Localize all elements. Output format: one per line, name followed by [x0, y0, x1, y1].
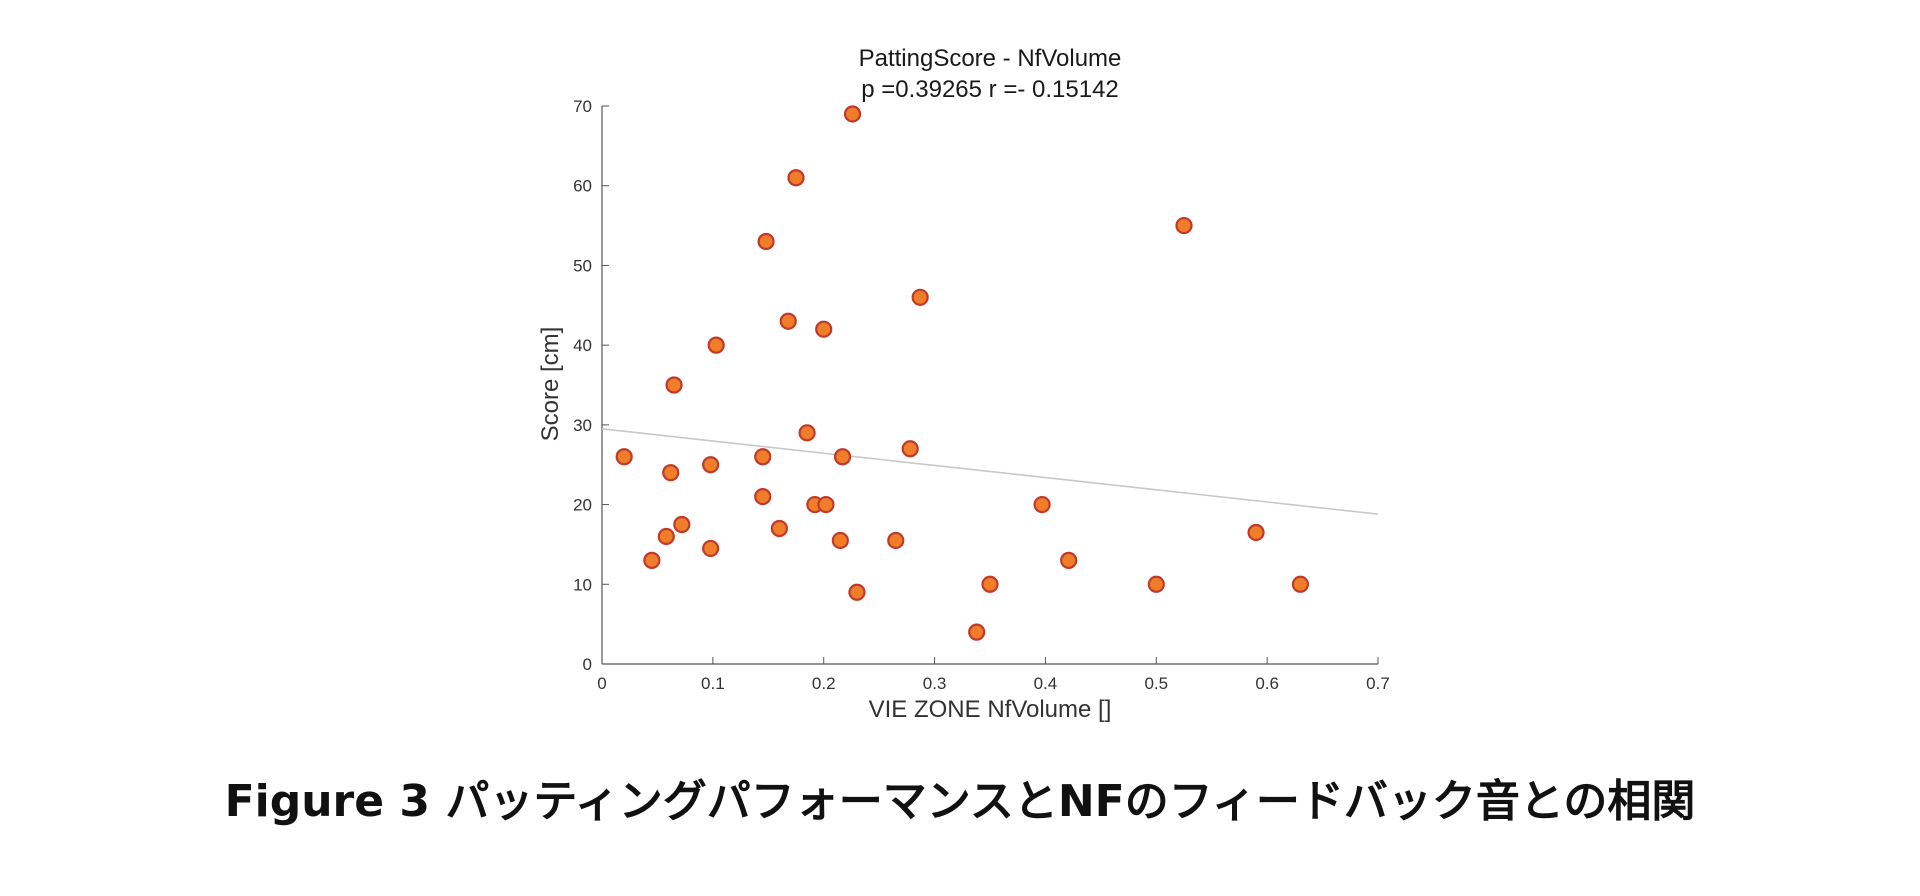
chart-title: PattingScore - NfVolume: [859, 45, 1122, 72]
scatter-point: [848, 583, 866, 601]
scatter-point: [815, 320, 833, 338]
axes: 0 10 20 30 40 50 60 70 0 0.1 0.2 0.3 0.4 0.5 0.6 0.7: [573, 97, 1390, 693]
y-tick-label: 40: [573, 336, 592, 355]
scatter-point: [657, 527, 675, 546]
scatter-point: [779, 312, 797, 330]
scatter-point: [702, 456, 720, 474]
x-tick-label: 0.4: [1034, 674, 1058, 693]
x-tick-label: 0.2: [812, 674, 836, 693]
scatter-point: [831, 531, 849, 550]
scatter-point: [1291, 575, 1310, 593]
y-tick-label: 10: [573, 575, 592, 594]
x-tick-label: 0.5: [1144, 674, 1168, 693]
y-tick-label: 70: [573, 97, 592, 116]
y-tick-label: 20: [573, 496, 592, 515]
y-tick-label: 30: [573, 416, 592, 435]
scatter-point: [770, 519, 788, 538]
x-tick-label: 0.3: [923, 674, 947, 693]
figure-caption: Figure 3 パッティングパフォーマンスとNFのフィードバック音との相関: [224, 776, 1696, 827]
scatter-point: [662, 464, 680, 482]
scatter-point: [1147, 575, 1165, 593]
x-tick-label: 0.6: [1255, 674, 1279, 693]
scatter-point: [673, 515, 691, 534]
scatter-point: [887, 531, 905, 550]
data-points: [615, 105, 1310, 641]
scatter-point: [707, 336, 725, 354]
y-tick-label: 50: [573, 256, 592, 275]
trendline-group: [601, 428, 1379, 515]
scatter-point: [643, 551, 661, 569]
scatter-point: [1247, 523, 1265, 542]
x-tick-label: 0.7: [1366, 674, 1390, 693]
scatter-point: [1175, 216, 1193, 235]
scatter-point: [843, 105, 862, 123]
scatter-point: [1033, 495, 1051, 514]
x-tick-label: 0: [597, 674, 606, 693]
scatter-point: [757, 232, 775, 251]
scatter-point: [981, 575, 999, 593]
y-axis-label: Score [cm]: [537, 327, 564, 442]
x-axis-label: VIE ZONE NfVolume []: [869, 696, 1112, 723]
scatter-point: [665, 376, 683, 394]
scatter-point: [833, 448, 852, 466]
y-tick-label: 0: [583, 655, 592, 674]
scatter-point: [615, 448, 633, 466]
scatter-chart: PattingScore - NfVolume p =0.39265 r =- …: [537, 45, 1390, 723]
scatter-point: [901, 440, 919, 458]
scatter-point: [1060, 551, 1078, 569]
scatter-point: [754, 488, 772, 506]
scatter-point: [754, 448, 772, 466]
scatter-point: [702, 539, 720, 558]
chart-subtitle: p =0.39265 r =- 0.15142: [861, 76, 1119, 103]
y-tick-label: 60: [573, 177, 592, 196]
x-tick-label: 0.1: [701, 674, 725, 693]
trendline: [601, 428, 1379, 515]
scatter-point: [911, 288, 929, 306]
scatter-point: [968, 623, 986, 641]
scatter-point: [798, 424, 816, 442]
scatter-point: [787, 169, 805, 187]
scatter-point: [817, 495, 835, 514]
